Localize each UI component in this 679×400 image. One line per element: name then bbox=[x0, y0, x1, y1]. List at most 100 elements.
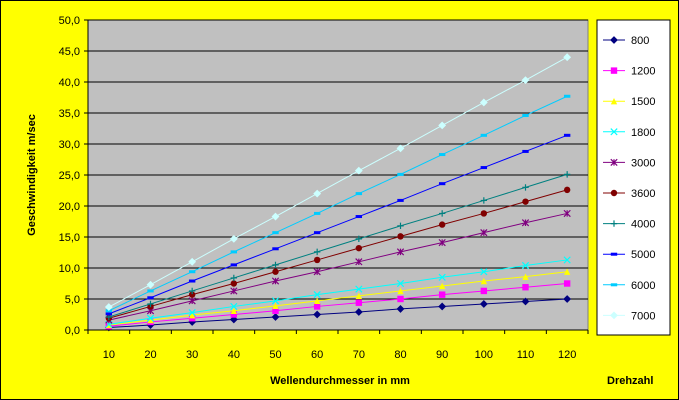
data-point bbox=[480, 210, 488, 217]
y-tick-label: 10,0 bbox=[59, 263, 80, 275]
data-point bbox=[188, 287, 196, 295]
data-point bbox=[396, 248, 405, 256]
legend-label: 800 bbox=[631, 35, 649, 47]
data-point bbox=[188, 279, 196, 283]
data-point bbox=[397, 233, 404, 240]
legend-label: 1500 bbox=[631, 96, 655, 108]
series-line bbox=[108, 212, 568, 321]
data-point bbox=[146, 280, 155, 289]
data-point bbox=[188, 309, 196, 317]
legend-item-1800: 1800 bbox=[603, 127, 655, 139]
legend-item-1200: 1200 bbox=[603, 66, 655, 78]
series-line bbox=[108, 56, 568, 308]
data-point bbox=[521, 76, 530, 85]
legend-label: 3600 bbox=[631, 188, 655, 200]
data-point bbox=[522, 284, 529, 291]
data-point bbox=[313, 297, 321, 305]
data-point bbox=[271, 277, 280, 285]
data-point bbox=[272, 247, 279, 251]
data-point bbox=[522, 198, 529, 205]
y-tick-label: 30,0 bbox=[59, 139, 80, 151]
data-point bbox=[397, 295, 404, 303]
data-point bbox=[147, 289, 154, 293]
series-1800 bbox=[105, 256, 571, 329]
data-point bbox=[104, 303, 113, 311]
data-point bbox=[188, 311, 196, 319]
data-point bbox=[438, 182, 446, 186]
data-point bbox=[230, 302, 238, 311]
data-point bbox=[313, 248, 321, 256]
y-tick-label: 15,0 bbox=[59, 232, 80, 244]
data-point bbox=[230, 274, 238, 282]
series-line bbox=[108, 134, 568, 315]
data-point bbox=[480, 287, 488, 295]
data-point bbox=[397, 287, 404, 295]
data-point bbox=[272, 302, 279, 310]
data-point bbox=[521, 261, 530, 270]
legend-item-5000: 5000 bbox=[603, 249, 655, 261]
series-line bbox=[108, 95, 568, 312]
data-point bbox=[396, 305, 405, 313]
data-point bbox=[438, 238, 446, 247]
data-point bbox=[480, 229, 488, 237]
y-tick-label: 5,0 bbox=[65, 294, 80, 306]
legend-label: 3000 bbox=[631, 157, 655, 169]
data-point bbox=[438, 273, 446, 281]
legend-title: Drehzahl bbox=[607, 375, 653, 387]
data-point bbox=[479, 300, 488, 308]
data-point bbox=[438, 153, 446, 157]
y-axis-title: Geschwindigkeit m/sec bbox=[26, 114, 38, 236]
data-point bbox=[271, 313, 280, 321]
data-point bbox=[272, 307, 279, 314]
data-point bbox=[480, 133, 488, 137]
data-point bbox=[188, 297, 196, 305]
data-point bbox=[230, 280, 238, 287]
grid bbox=[88, 19, 588, 300]
x-axis-title: Wellendurchmesser in mm bbox=[270, 375, 410, 387]
x-tick-label: 20 bbox=[144, 349, 156, 361]
y-tick-label: 0,0 bbox=[65, 325, 80, 337]
data-point bbox=[563, 94, 571, 98]
x-tick-label: 120 bbox=[558, 349, 576, 361]
data-point bbox=[355, 299, 363, 306]
x-tick-label: 10 bbox=[103, 349, 115, 361]
data-point bbox=[563, 256, 571, 264]
y-tick-label: 35,0 bbox=[59, 108, 80, 120]
x-tick-label: 30 bbox=[186, 349, 198, 361]
series-4000 bbox=[105, 171, 571, 321]
series-7000 bbox=[104, 53, 572, 311]
axes: 0,0 5,0 10,0 15,0 20,0 25,0 30,0 35,0 40,0 45,0 50… bbox=[59, 15, 589, 361]
data-point bbox=[313, 310, 322, 319]
data-point bbox=[480, 277, 488, 285]
data-point bbox=[355, 235, 363, 243]
legend-item-3000: 3000 bbox=[603, 157, 655, 169]
data-point bbox=[397, 172, 404, 176]
data-point bbox=[147, 300, 154, 308]
data-point bbox=[230, 307, 238, 314]
data-point bbox=[272, 231, 279, 235]
data-point bbox=[229, 234, 238, 243]
data-point bbox=[396, 144, 405, 153]
legend-marker bbox=[610, 220, 618, 227]
x-tick-label: 40 bbox=[228, 349, 240, 361]
data-point bbox=[521, 297, 530, 306]
legend-marker bbox=[610, 252, 618, 256]
data-point bbox=[522, 273, 529, 280]
legend-marker bbox=[610, 36, 618, 44]
data-point bbox=[313, 303, 321, 310]
data-point bbox=[480, 166, 488, 170]
y-tick-label: 40,0 bbox=[59, 77, 80, 89]
series-line bbox=[108, 298, 568, 329]
data-point bbox=[354, 166, 363, 175]
data-point bbox=[313, 231, 321, 235]
legend-label: 4000 bbox=[631, 219, 655, 231]
legend-marker bbox=[610, 67, 618, 74]
legend-box bbox=[596, 19, 671, 336]
data-point bbox=[563, 268, 571, 275]
series-line bbox=[108, 259, 568, 325]
data-point bbox=[313, 268, 321, 276]
y-tick-label: 50,0 bbox=[59, 15, 80, 27]
data-point bbox=[480, 268, 488, 276]
data-point bbox=[522, 184, 529, 191]
